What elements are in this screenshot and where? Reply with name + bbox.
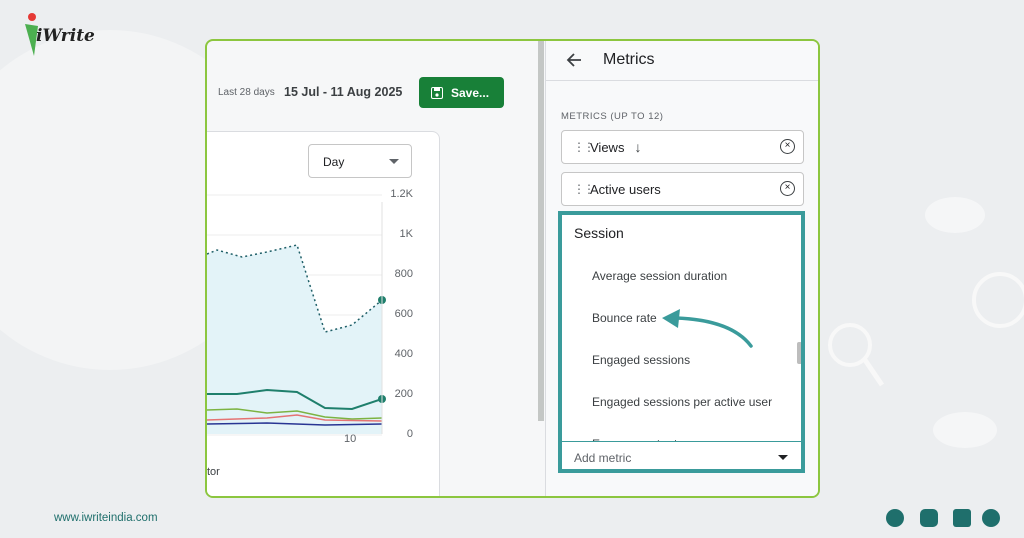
footer-url[interactable]: www.iwriteindia.com: [54, 512, 158, 524]
metric-dropdown: Session Average session duration Bounce r…: [558, 211, 805, 473]
granularity-value: Day: [323, 155, 345, 169]
metric-chip[interactable]: ⋮⋮ Active users ×: [561, 172, 804, 206]
y-tick-label: 1K: [399, 228, 413, 240]
y-tick-label: 0: [406, 428, 413, 440]
date-range[interactable]: 15 Jul - 11 Aug 2025: [284, 85, 403, 99]
metric-option[interactable]: Bounce rate: [592, 311, 657, 325]
save-icon: [431, 86, 443, 99]
drag-handle: ⋮⋮: [573, 182, 595, 196]
pointer-arrow: [662, 309, 753, 348]
chart: [207, 194, 386, 436]
input-caret: [778, 455, 788, 460]
save-label: Save...: [451, 85, 490, 100]
granularity-select[interactable]: Day: [308, 144, 412, 178]
dropdown-scrollbar: [797, 342, 801, 364]
x-icon[interactable]: [982, 509, 1000, 527]
scrollbar: [538, 41, 544, 421]
app-frame: Last 28 days 15 Jul - 11 Aug 2025 Save..…: [205, 39, 820, 498]
section-label: METRICS (UP TO 12): [561, 111, 664, 122]
panel-title: Metrics: [603, 51, 655, 68]
save-button[interactable]: Save...: [419, 77, 504, 108]
drag-handle: ⋮⋮: [573, 140, 595, 154]
remove-button[interactable]: ×: [780, 181, 795, 196]
remove-button[interactable]: ×: [780, 139, 795, 154]
y-tick-label: 200: [394, 388, 413, 400]
y-tick-label: 800: [394, 268, 413, 280]
metric-option[interactable]: Engaged sessions: [592, 353, 691, 367]
date-range-label: Last 28 days: [218, 87, 275, 98]
option-group: Session: [574, 225, 624, 241]
input-placeholder: Add metric: [574, 451, 632, 465]
logo: iWrite: [20, 12, 95, 62]
logo-text: iWrite: [36, 26, 95, 46]
dropdown-caret: [389, 159, 399, 164]
y-tick-label: 600: [394, 308, 413, 320]
metric-name: Views: [590, 139, 625, 155]
metric-name: Active users: [590, 181, 661, 197]
legend-fragment: tor: [207, 466, 220, 478]
linkedin-icon[interactable]: [953, 509, 971, 527]
chart-card: Day 1.2K 1K 800 600 400 200 0 10 tor: [207, 131, 440, 496]
y-tick-label: 400: [394, 348, 413, 360]
facebook-icon[interactable]: [886, 509, 904, 527]
add-metric-input[interactable]: Add metric: [562, 441, 801, 469]
metric-option[interactable]: Average session duration: [592, 269, 728, 283]
y-tick-label: 1.2K: [390, 188, 413, 200]
instagram-icon[interactable]: [920, 509, 938, 527]
panel-header: Metrics: [546, 41, 818, 81]
logo-mark: [25, 13, 38, 56]
metric-chip[interactable]: ⋮⋮ Views ↓ ×: [561, 130, 804, 164]
metric-option[interactable]: Engaged sessions per active user: [592, 395, 773, 409]
x-tick-label: 10: [344, 433, 357, 445]
metrics-panel: Metrics METRICS (UP TO 12) ⋮⋮ Views ↓ × ⋮⋮ Ac…: [545, 41, 818, 496]
sort-arrow[interactable]: ↓: [634, 139, 642, 155]
back-arrow[interactable]: [566, 52, 582, 68]
